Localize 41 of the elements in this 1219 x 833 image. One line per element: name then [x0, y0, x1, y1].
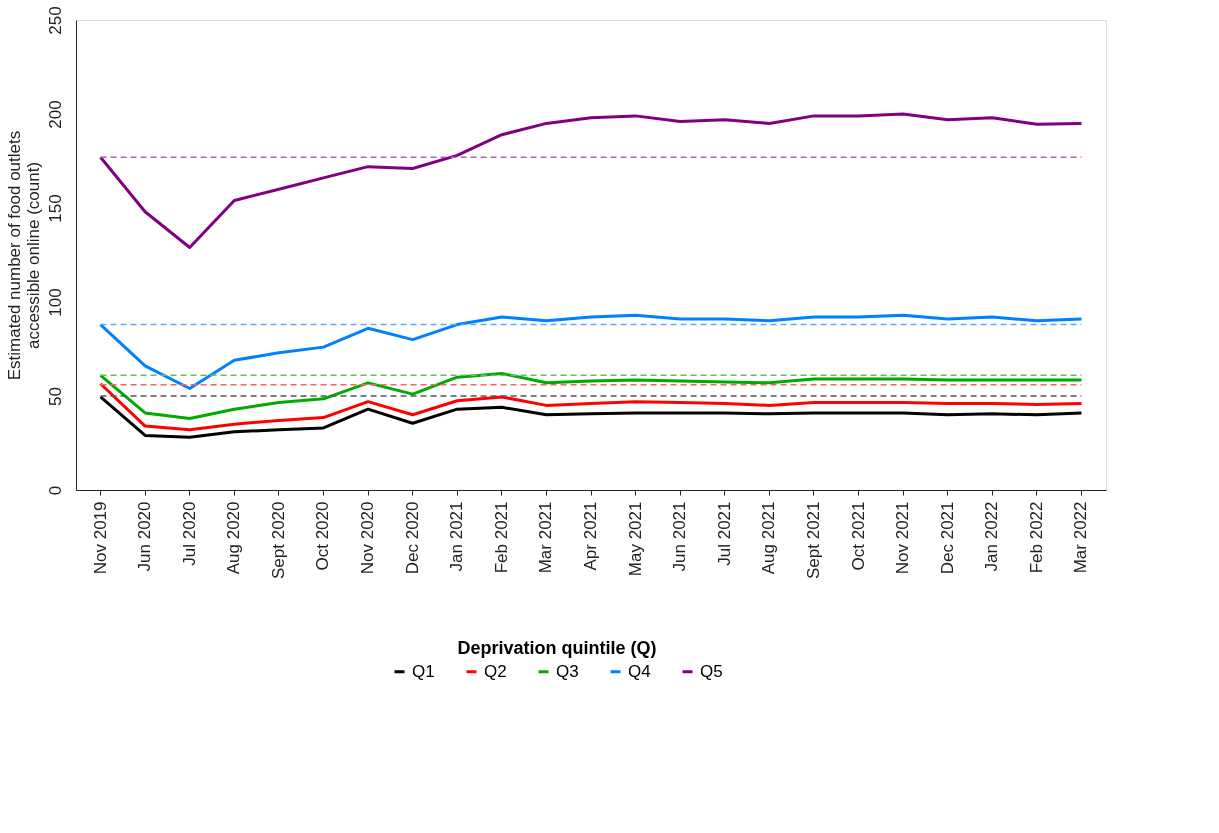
line-series	[99, 371, 1083, 421]
line-series	[99, 395, 1083, 439]
x-tick-label: Mar 2021	[536, 501, 556, 574]
x-tick-label: Jun 2020	[135, 501, 155, 572]
x-tick-label: Sept 2020	[268, 501, 288, 580]
x-tick-label: Jun 2021	[670, 501, 690, 572]
legend-label: Q3	[556, 661, 579, 681]
legend-label: Q5	[700, 661, 723, 681]
x-tick-label: Nov 2019	[90, 501, 110, 575]
x-tick-label: Jan 2021	[447, 501, 467, 572]
x-tick-label: Aug 2021	[759, 501, 779, 575]
x-tick-label: Mar 2022	[1071, 501, 1091, 574]
x-tick-label: Jul 2021	[714, 501, 734, 566]
y-axis-title: Estimated number of food outlets accessible online (count)	[4, 130, 43, 381]
y-tick-label: 150	[45, 194, 65, 223]
x-tick-label: Nov 2021	[893, 501, 913, 575]
x-tick-label: Dec 2020	[402, 501, 422, 575]
x-tick-label: Sept 2021	[803, 501, 823, 580]
y-tick-label: 200	[45, 100, 65, 129]
x-tick-label: Apr 2021	[581, 501, 600, 571]
y-tick-label: 0	[45, 485, 65, 496]
x-tick-label: Feb 2021	[491, 501, 511, 574]
x-tick-label: Aug 2020	[224, 501, 244, 575]
legend-label: Q1	[412, 661, 435, 681]
line-series	[99, 313, 1083, 390]
x-tick-label: Jul 2020	[179, 501, 199, 566]
legend-label: Q4	[628, 661, 651, 681]
x-tick-label: Oct 2020	[313, 501, 333, 571]
line-series	[99, 382, 1083, 432]
y-tick-label: 100	[45, 288, 65, 317]
x-tick-label: Jan 2022	[982, 501, 1002, 572]
y-tick-label: 50	[45, 387, 65, 406]
x-tick-label: Oct 2021	[848, 501, 868, 571]
x-tick-label: May 2021	[625, 501, 645, 577]
x-tick-label: Feb 2022	[1026, 501, 1046, 574]
legend-title: Deprivation quintile (Q)	[457, 638, 657, 658]
x-tick-label: Dec 2021	[937, 501, 957, 575]
y-tick-label: 250	[45, 6, 65, 35]
x-tick-label: Nov 2020	[358, 501, 378, 575]
line-series	[99, 112, 1083, 249]
legend-label: Q2	[484, 661, 507, 681]
